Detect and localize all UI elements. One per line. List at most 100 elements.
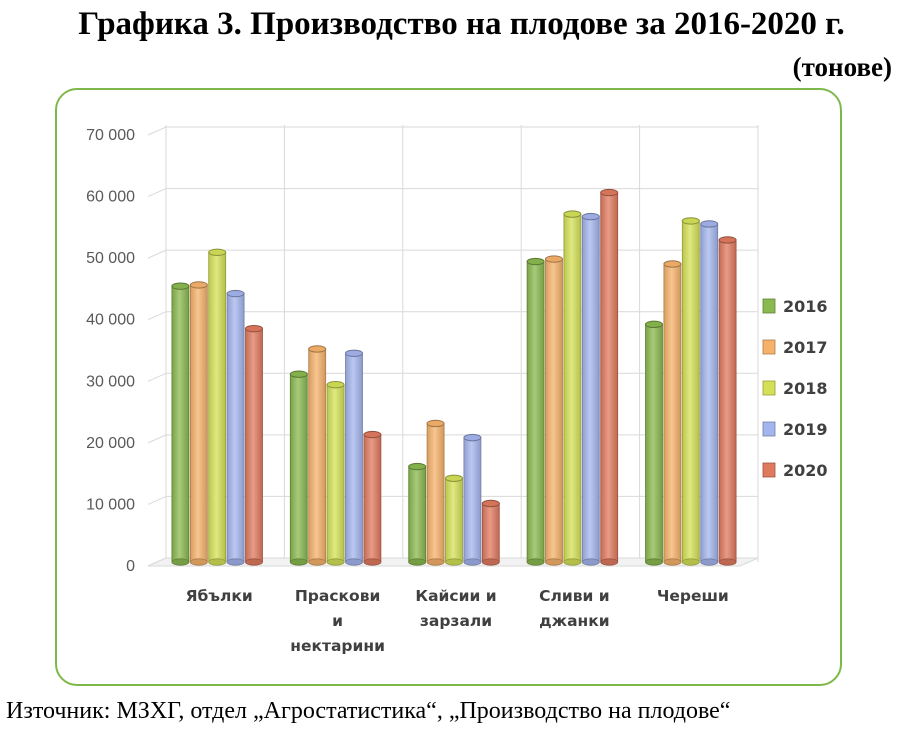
bar: [245, 324, 263, 566]
legend-swatch: [762, 462, 776, 478]
bar-base: [663, 558, 682, 566]
bar-body: [245, 328, 263, 563]
bar-body: [681, 220, 700, 563]
bar-top: [426, 419, 445, 428]
bar-base: [345, 558, 363, 566]
bar-base: [426, 558, 445, 566]
bar-top: [226, 289, 245, 298]
bar-body: [700, 223, 719, 563]
source-note: Източник: МЗХГ, отдел „Агростатистика“, …: [6, 698, 731, 724]
legend-label: 2016: [783, 297, 828, 316]
bar-top: [681, 217, 700, 225]
bar-base: [363, 558, 382, 566]
bar-body: [208, 251, 227, 563]
x-category-label: Кайсии и: [415, 587, 496, 605]
chart-subtitle: (тонове): [792, 52, 892, 82]
bar-base: [581, 558, 600, 566]
bar-body: [481, 503, 500, 563]
bar-body: [545, 258, 563, 563]
bar-base: [718, 558, 737, 566]
y-tick-label: 50 000: [86, 250, 135, 267]
bar-body: [363, 434, 382, 563]
bar-top: [545, 255, 563, 263]
bar-top: [645, 320, 663, 329]
bar: [426, 419, 445, 566]
bar-top: [289, 370, 308, 378]
x-axis-labels: Ябълки Праскови и нектарини Кайсии и зарзали С…: [186, 587, 729, 655]
grid-line: [147, 372, 167, 382]
bar-top: [563, 210, 582, 218]
bar: [171, 282, 190, 566]
y-tick-label: 70 000: [86, 127, 135, 144]
y-tick-label: 40 000: [86, 312, 135, 329]
bar: [581, 212, 600, 566]
bar-base: [545, 558, 563, 566]
bar-base: [189, 558, 208, 566]
grid-line: [147, 434, 167, 444]
x-category-label: Сливи и: [539, 587, 610, 605]
bar-base: [408, 558, 427, 566]
bar: [345, 349, 363, 566]
bar: [363, 430, 382, 566]
bar: [600, 188, 619, 566]
bar-top: [663, 260, 682, 268]
bar: [700, 220, 719, 566]
bar-body: [308, 348, 327, 563]
grid-line: [147, 188, 167, 198]
bar-top: [171, 282, 190, 290]
bar: [226, 289, 245, 566]
legend-label: 2019: [783, 420, 828, 439]
bar-top: [526, 257, 545, 266]
grid-line: [147, 126, 167, 136]
y-tick-label: 0: [126, 558, 135, 575]
bar-base: [308, 558, 327, 566]
bar: [681, 217, 700, 566]
bar-top: [600, 188, 619, 197]
x-category-label: Ябълки: [186, 587, 253, 605]
chart-title: Графика 3. Производство на плодове за 20…: [78, 6, 845, 42]
y-tick-label: 60 000: [86, 189, 135, 206]
bar-base: [245, 558, 263, 566]
grid-line: [147, 249, 167, 259]
bar-body: [563, 213, 582, 563]
bar: [208, 248, 227, 566]
bar-top: [700, 220, 719, 228]
bar-body: [289, 373, 308, 563]
bar-base: [326, 558, 345, 566]
bar-top: [408, 462, 427, 471]
bar: [308, 345, 327, 566]
bar-top: [245, 324, 263, 333]
bar-body: [189, 284, 208, 563]
y-axis-labels: 0 10 000 20 000 30 000 40 000 50 000 60 000 70 …: [86, 127, 135, 575]
bar-base: [171, 558, 190, 566]
bar-body: [326, 384, 345, 563]
bar: [718, 236, 737, 566]
bar-body: [645, 323, 663, 563]
bar: [445, 474, 463, 566]
bar-top: [189, 281, 208, 289]
bars: [171, 188, 737, 566]
x-category-label: зарзали: [420, 612, 492, 630]
bar-body: [463, 437, 482, 563]
bar-body: [526, 261, 545, 563]
bar-top: [345, 349, 363, 357]
bar: [645, 320, 663, 566]
bar-top: [208, 248, 227, 256]
bar-base: [445, 558, 463, 566]
bar-base: [681, 558, 700, 566]
x-category-label: и: [332, 612, 343, 630]
bar-top: [481, 499, 500, 508]
bar-body: [663, 263, 682, 563]
bar-base: [700, 558, 719, 566]
bar: [526, 257, 545, 566]
legend-swatch: [762, 380, 776, 396]
bar-body: [226, 293, 245, 563]
x-category-label: Праскови: [295, 587, 381, 605]
bar: [408, 462, 427, 566]
bar-top: [445, 474, 463, 482]
bar-top: [581, 212, 600, 221]
bar: [189, 281, 208, 566]
legend-swatch: [762, 421, 776, 437]
bar-body: [718, 239, 737, 563]
bar-base: [481, 558, 500, 566]
